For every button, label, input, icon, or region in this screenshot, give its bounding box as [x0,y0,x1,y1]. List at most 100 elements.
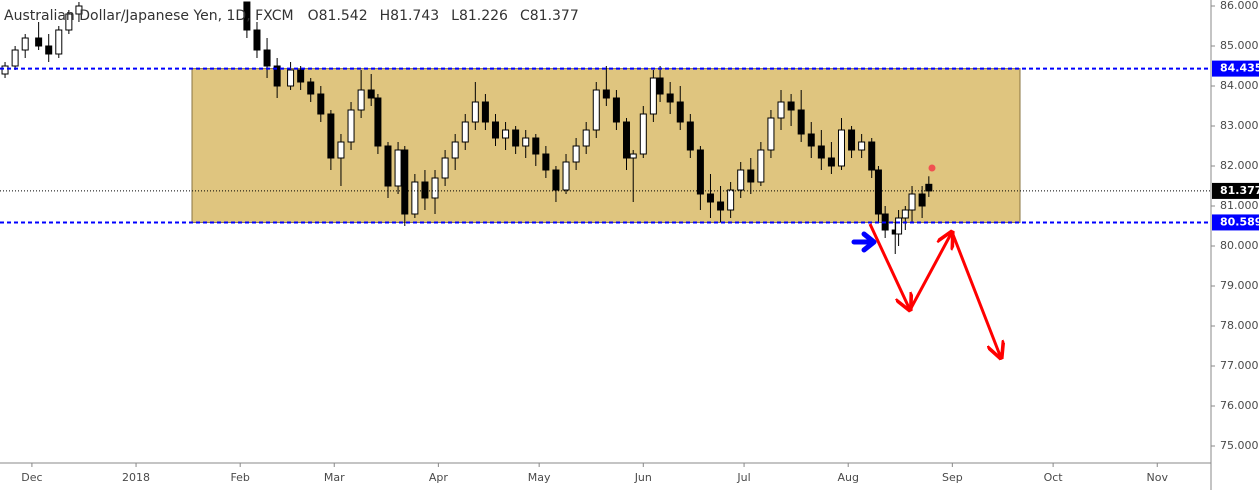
y-tick-label: 86.000 [1220,0,1259,12]
candle-body [65,13,73,31]
candle-body [747,169,755,183]
candle-body [431,177,439,199]
x-tick-label: Dec [21,471,42,484]
candle-body [706,193,714,203]
x-tick-label: Jun [634,471,652,484]
candle-body [491,121,499,139]
candle-body [908,193,916,211]
candle-body [35,37,43,47]
candle-body [327,113,335,159]
y-tick-label: 83.000 [1220,119,1259,132]
x-tick-label: Apr [429,471,449,484]
ohlc-value: 81.743 [390,8,439,24]
ohlc-key: O [308,8,319,24]
y-tick-label: 75.000 [1220,439,1259,452]
candle-body [512,129,520,147]
drawings [851,164,1001,359]
candle-body [75,5,83,15]
candle-body [807,133,815,147]
candle-body [367,89,375,99]
candle-body [461,121,469,143]
candle-body [901,209,909,219]
candle-body [502,129,510,139]
candle-body [612,97,620,123]
candle-body [471,101,479,123]
candle-body [357,89,365,111]
candle-body [629,153,637,159]
y-tick-label: 84.000 [1220,79,1259,92]
level-label: 81.377 [1220,184,1259,197]
candle-body [582,129,590,147]
symbol-title: Australian Dollar/Japanese Yen, 1D, FXCM [4,8,294,24]
candle-body [1,65,9,75]
y-tick-label: 79.000 [1220,279,1259,292]
candle-body [451,141,459,159]
candle-body [622,121,630,159]
candle-body [337,141,345,159]
candle-body [639,113,647,155]
ohlc-key: L [451,8,459,24]
candle-body [837,129,845,167]
candle-body [868,141,876,171]
candle-body [481,101,489,123]
candle-body [848,129,856,151]
candle-body [253,29,261,51]
candle-body [602,89,610,99]
level-label-box [1212,214,1259,231]
ohlc-key: C [520,8,530,24]
candle-body [592,89,600,131]
ohlc-value: 81.542 [319,8,368,24]
level-label-box [1212,60,1259,77]
ohlc-value: 81.377 [530,8,579,24]
candle-body [532,137,540,155]
candle-body [11,49,19,67]
candle-body [686,121,694,151]
candle-body [817,145,825,159]
candle-body [394,149,402,187]
y-tick-label: 82.000 [1220,159,1259,172]
level-label-box [1212,182,1259,199]
candle-body [347,109,355,143]
marker-dot [928,164,936,172]
red-arrow [868,223,910,310]
x-tick-label: Mar [324,471,345,484]
y-tick-label: 85.000 [1220,39,1259,52]
candle-body [441,157,449,179]
x-tick-label: Nov [1147,471,1169,484]
candle-body [918,193,926,207]
candle-body [263,49,271,67]
candle-body [317,93,325,115]
candle-body [666,93,674,103]
candle-body [737,169,745,191]
candle-body [757,149,765,183]
y-tick-label: 81.000 [1220,199,1259,212]
y-tick-label: 76.000 [1220,399,1259,412]
candle-body [522,137,530,147]
x-tick-label: 2018 [122,471,150,484]
candle-body [777,101,785,119]
candle-body [572,145,580,163]
candle-body [273,65,281,87]
candle-body [767,117,775,151]
candle-body [562,161,570,191]
ohlc-key: H [380,8,391,24]
y-tick-label: 77.000 [1220,359,1259,372]
candle-body [411,181,419,215]
level-label: 84.435 [1220,62,1259,75]
candle-body [297,69,305,83]
x-tick-label: Aug [837,471,858,484]
candle-body [696,149,704,195]
candle-body [55,29,63,55]
candle-body [307,81,315,95]
candle-body [542,153,550,171]
x-tick-label: May [528,471,551,484]
candle-body [895,217,903,235]
candle-body [401,149,409,215]
header: Australian Dollar/Japanese Yen, 1D, FXCM… [4,8,579,24]
x-tick-label: Sep [942,471,963,484]
level-label: 80.589 [1220,215,1259,228]
y-tick-label: 80.000 [1220,239,1259,252]
red-arrow [950,231,1001,358]
ohlc-value: 81.226 [459,8,508,24]
